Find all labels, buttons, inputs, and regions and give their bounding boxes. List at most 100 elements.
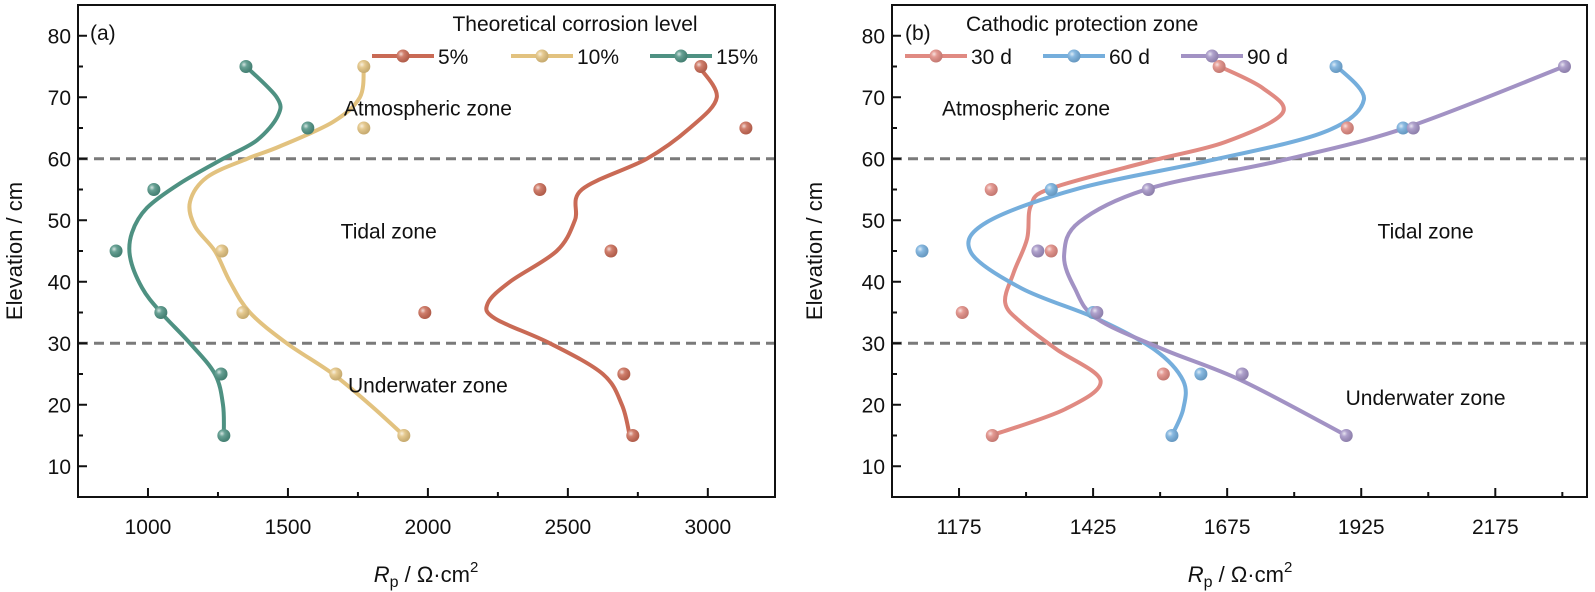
panel-b-axes-frame — [891, 4, 1588, 498]
panel-a-series-1-point-5-shine — [397, 429, 411, 442]
panel-a-xtick-label: 3000 — [684, 516, 731, 539]
panel-b-series-0-point-5-shine — [1156, 367, 1170, 381]
panel-a-xtick-label: 1500 — [265, 516, 312, 539]
panel-b-ytick-label: 20 — [862, 394, 885, 417]
panel-b-series-0-point-3 — [1044, 244, 1058, 258]
panel-b-xlabel-sub: p — [1204, 574, 1213, 591]
panel-b-legend: 30 d 60 d 90 d — [905, 46, 1288, 69]
panel-b-series-1-point-6-shine — [1165, 429, 1179, 442]
panel-a-series-0-point-4-shine — [418, 306, 432, 319]
panel-b-series-2-point-6 — [1339, 429, 1353, 442]
panel-a-ytick-label: 20 — [48, 394, 71, 417]
panel-b-ytick-label: 10 — [862, 456, 885, 479]
panel-b-series-2-point-0 — [1557, 60, 1571, 73]
panel-b-legend-swatch-marker-shine — [929, 49, 943, 63]
panel-b-series-2-point-4 — [1090, 306, 1104, 319]
panel-a-fit-curve-1 — [187, 64, 406, 438]
panel-b-series-0-point-2 — [984, 183, 998, 196]
panel-a-series-1-point-3 — [236, 306, 250, 319]
panel-a-axes-frame — [77, 4, 776, 498]
panel-a-xlabel: Rp / Ω·cm2 — [374, 559, 479, 591]
panel-a-xlabel-rest: / Ω·cm — [399, 562, 470, 587]
panel-b-zone-label-2: Underwater zone — [1346, 387, 1506, 410]
panel-b-xtick-label: 1675 — [1204, 516, 1251, 539]
panel-b-ylabel: Elevation / cm — [802, 182, 827, 320]
panel-a-xtick-label: 2000 — [405, 516, 452, 539]
panel-a-legend-swatch-marker-shine — [396, 49, 410, 63]
panel-b-label: (b) — [905, 22, 931, 45]
panel-b-legend-title: Cathodic protection zone — [966, 13, 1198, 36]
panel-a-series-2-point-3 — [109, 244, 123, 258]
panel-a-series-0-point-6 — [626, 429, 640, 442]
panel-a-series-0-point-5 — [617, 367, 631, 381]
panel-a-series-1-point-1-shine — [357, 121, 371, 135]
panel-a-series-2-point-2-shine — [147, 183, 161, 196]
panel-a-fit-curve-0 — [484, 64, 719, 438]
panel-a-series-2-point-6-shine — [217, 429, 231, 442]
panel-b-legend-label: 90 d — [1247, 46, 1288, 69]
panel-a-legend-label: 15% — [716, 46, 758, 69]
panel-a-legend-label: 5% — [438, 46, 468, 69]
panel-b-series-1-point-6 — [1165, 429, 1179, 442]
panel-a-series-2-point-0 — [239, 60, 253, 73]
panel-b-series-2-point-2-shine — [1141, 183, 1155, 196]
panel-a-series-0-point-1 — [739, 121, 753, 135]
panel-b-xtick-label: 1925 — [1338, 516, 1385, 539]
panel-a-legend-swatch-marker-shine — [674, 49, 688, 63]
panel-a-ytick-label: 50 — [48, 210, 71, 233]
panel-a-series-1-point-4 — [329, 367, 343, 381]
panel-b-series-0-point-1-shine — [1340, 121, 1354, 135]
panel-a-series-1-point-5 — [397, 429, 411, 442]
panel-b-series-0-point-3-shine — [1044, 244, 1058, 258]
panel-b-series-1-point-5 — [1194, 367, 1208, 381]
panel-b-series-0-point-1 — [1340, 121, 1354, 135]
panel-b-series-2-point-6-shine — [1339, 429, 1353, 442]
panel-a-series-0-point-2-shine — [533, 183, 547, 196]
panel-b-series-0-point-4-shine — [955, 306, 969, 319]
panel-a-legend-swatch-marker — [535, 49, 549, 63]
panel-a-series-0-point-1-shine — [739, 121, 753, 135]
panel-a-series-2-point-4 — [154, 306, 168, 319]
panel-b-legend-label: 60 d — [1109, 46, 1150, 69]
panel-a-ytick-label: 70 — [48, 87, 71, 110]
panel-b-ytick-label: 30 — [862, 333, 885, 356]
panel-b-xlabel: Rp / Ω·cm2 — [1188, 559, 1293, 591]
panel-a-series-0-point-5-shine — [617, 367, 631, 381]
panel-a-xlabel-sup: 2 — [470, 559, 478, 576]
panel-b-legend-label: 30 d — [971, 46, 1012, 69]
panel-a-series-0-point-4 — [418, 306, 432, 319]
panel-b-fit-curve-0 — [989, 64, 1286, 438]
panel-b-zone-label-1: Tidal zone — [1378, 221, 1474, 244]
panel-a-series-1-point-4-shine — [329, 367, 343, 381]
panel-b-series-1-point-2-shine — [1044, 183, 1058, 196]
panel-a-label: (a) — [90, 22, 116, 45]
panel-b-ytick-label: 40 — [862, 271, 885, 294]
panel-a-series-1-point-0-shine — [357, 60, 371, 73]
panel-a-ytick-label: 60 — [48, 148, 71, 171]
panel-b-series-0-point-6 — [985, 429, 999, 442]
panel-b-series-2-point-3 — [1031, 244, 1045, 258]
panel-a-series-1-point-2-shine — [215, 244, 229, 258]
panel-b-xlabel-main: R — [1188, 562, 1204, 587]
panel-b-xtick-label: 1175 — [936, 516, 981, 539]
panel-b-series-1-point-1-shine — [1396, 121, 1410, 135]
panel-a-fit-curve-2 — [127, 64, 283, 438]
panel-a-series-0-point-0 — [694, 60, 708, 73]
panel-b-xlabel-sup: 2 — [1284, 559, 1292, 576]
panel-b-series-2-point-4-shine — [1090, 306, 1104, 319]
panel-a-ytick-label: 10 — [48, 456, 71, 479]
panel-b-legend-swatch-marker — [929, 49, 943, 63]
panel-b-series-2-point-2 — [1141, 183, 1155, 196]
panel-b-series-1-point-0 — [1329, 60, 1343, 73]
panel-b-ytick-label: 60 — [862, 148, 885, 171]
panel-b-series-2-point-1-shine — [1406, 121, 1420, 135]
panel-a-legend-item-2: 15% — [650, 46, 758, 69]
panel-b-marks: 10 20 30 40 50 60 70 80 1175 1425 1675 1925 2175 Atmo… — [862, 4, 1588, 539]
panel-a: 10 20 30 40 50 60 70 80 1000 1500 2000 2500 3000 Atmo… — [2, 4, 776, 591]
panel-b-series-0-point-4 — [955, 306, 969, 319]
panel-b: 10 20 30 40 50 60 70 80 1175 1425 1675 1925 2175 Atmo… — [802, 4, 1588, 591]
panel-a-series-2-point-6 — [217, 429, 231, 442]
panel-a-xtick-label: 2500 — [545, 516, 592, 539]
panel-b-series-0-point-0 — [1212, 60, 1226, 73]
